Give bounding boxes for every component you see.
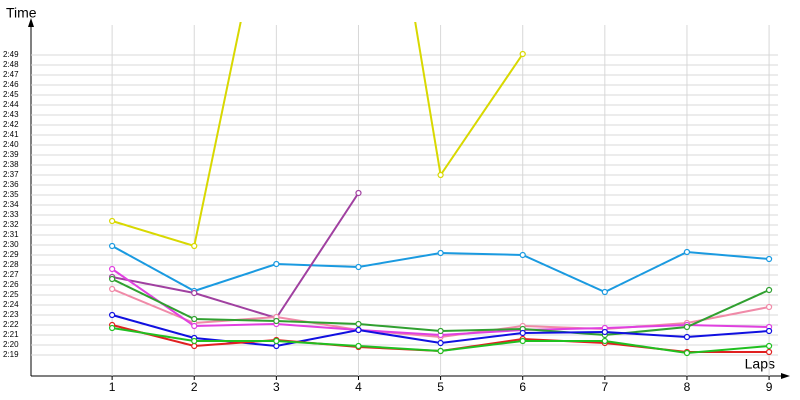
x-tick-label: 8: [684, 380, 691, 394]
data-point: [519, 337, 526, 345]
data-point: [191, 315, 198, 323]
y-axis-label: Time: [6, 5, 37, 21]
data-point: [601, 337, 608, 345]
data-point: [765, 348, 773, 356]
x-tick-label: 1: [109, 380, 116, 394]
data-point: [109, 275, 116, 283]
data-point: [519, 251, 526, 259]
data-point: [519, 50, 526, 58]
y-tick-label: 2:20: [3, 340, 19, 349]
x-axis-label: Laps: [745, 356, 775, 372]
y-tick-label: 2:29: [3, 250, 19, 259]
data-point: [683, 349, 691, 357]
y-tick-label: 2:23: [3, 310, 19, 319]
data-point: [109, 217, 116, 225]
data-point: [683, 323, 691, 331]
data-point: [109, 242, 116, 250]
data-point: [765, 342, 773, 350]
data-point: [355, 342, 362, 350]
y-tick-label: 2:25: [3, 290, 19, 299]
y-tick-label: 2:28: [3, 260, 19, 269]
data-point: [601, 288, 608, 296]
y-tick-label: 2:34: [3, 200, 19, 209]
y-tick-label: 2:24: [3, 300, 19, 309]
data-point: [683, 248, 691, 256]
data-point: [437, 327, 444, 335]
data-point: [109, 265, 116, 273]
data-point: [273, 337, 280, 345]
tick-labels: 2:192:202:212:222:232:242:252:262:272:28…: [3, 50, 773, 394]
data-point: [355, 326, 362, 334]
data-point: [683, 333, 691, 341]
y-tick-label: 2:36: [3, 180, 19, 189]
x-tick-label: 3: [273, 380, 280, 394]
data-point: [273, 317, 280, 325]
y-tick-label: 2:19: [3, 350, 19, 359]
y-tick-label: 2:40: [3, 140, 19, 149]
y-tick-label: 2:43: [3, 110, 19, 119]
plot-area: [109, 22, 773, 357]
y-tick-label: 2:31: [3, 230, 19, 239]
y-tick-label: 2:27: [3, 270, 19, 279]
x-tick-label: 6: [519, 380, 526, 394]
y-tick-label: 2:38: [3, 160, 19, 169]
y-tick-label: 2:42: [3, 120, 19, 129]
data-point: [191, 337, 198, 345]
y-tick-label: 2:35: [3, 190, 19, 199]
data-point: [191, 322, 198, 330]
data-point: [601, 328, 608, 336]
y-tick-label: 2:30: [3, 240, 19, 249]
x-tick-label: 2: [191, 380, 198, 394]
data-point: [355, 320, 362, 328]
y-tick-label: 2:48: [3, 60, 19, 69]
series-line: [111, 192, 360, 320]
data-point: [519, 329, 526, 337]
y-tick-label: 2:39: [3, 150, 19, 159]
data-point: [437, 347, 444, 355]
x-tick-label: 7: [601, 380, 608, 394]
data-point: [191, 289, 198, 297]
y-tick-label: 2:33: [3, 210, 19, 219]
x-axis-arrow: [781, 373, 790, 379]
data-point: [273, 342, 280, 350]
series-line: [111, 22, 524, 248]
y-axis-arrow: [28, 18, 34, 27]
data-point: [355, 263, 362, 271]
data-point: [109, 285, 116, 293]
data-point: [437, 339, 444, 347]
y-tick-label: 2:45: [3, 90, 19, 99]
data-point: [191, 242, 198, 250]
x-tick-label: 9: [766, 380, 773, 394]
y-tick-label: 2:21: [3, 330, 19, 339]
y-tick-label: 2:26: [3, 280, 19, 289]
data-point: [355, 189, 362, 197]
data-point: [273, 260, 280, 268]
y-tick-label: 2:41: [3, 130, 19, 139]
y-tick-label: 2:49: [3, 50, 19, 59]
data-point: [109, 324, 116, 332]
x-tick-label: 4: [355, 380, 362, 394]
y-tick-label: 2:46: [3, 80, 19, 89]
data-point: [765, 327, 773, 335]
data-point: [765, 286, 773, 294]
data-point: [765, 303, 773, 311]
y-tick-label: 2:44: [3, 100, 19, 109]
data-point: [437, 171, 444, 179]
data-point: [765, 255, 773, 263]
data-point: [437, 249, 444, 257]
data-point: [191, 342, 198, 350]
y-tick-label: 2:47: [3, 70, 19, 79]
y-tick-label: 2:22: [3, 320, 19, 329]
data-point: [109, 311, 116, 319]
y-tick-label: 2:37: [3, 170, 19, 179]
y-tick-label: 2:32: [3, 220, 19, 229]
x-tick-label: 5: [437, 380, 444, 394]
